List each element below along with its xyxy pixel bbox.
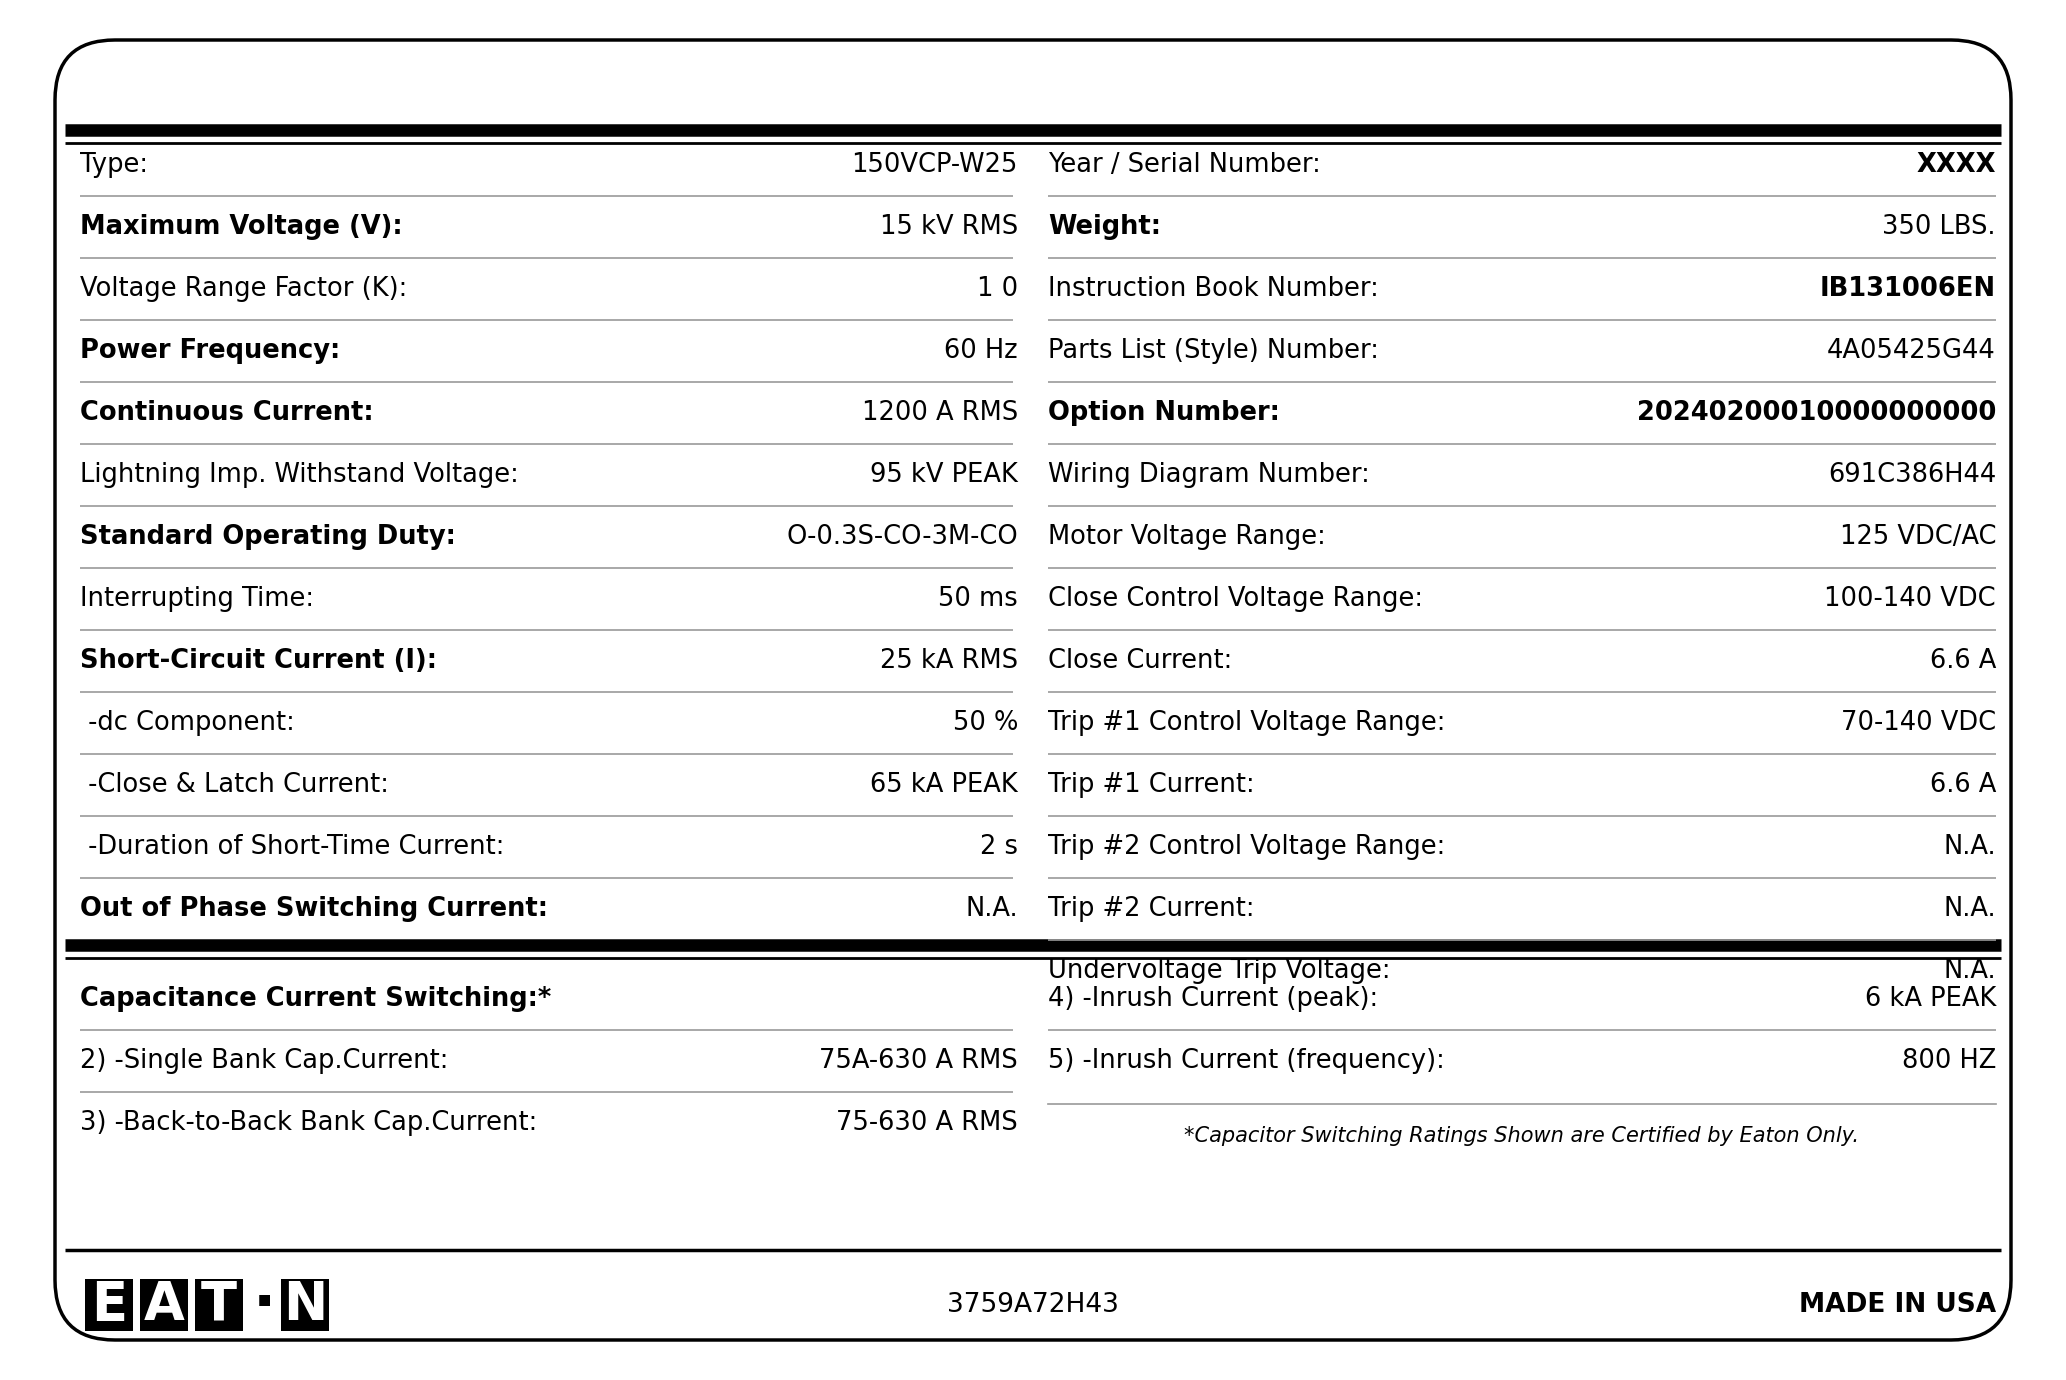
Text: ·: · <box>252 1275 275 1334</box>
Text: Voltage Range Factor (K):: Voltage Range Factor (K): <box>81 276 407 302</box>
Text: 2) -Single Bank Cap.Current:: 2) -Single Bank Cap.Current: <box>81 1047 448 1074</box>
Text: T: T <box>200 1279 238 1330</box>
FancyBboxPatch shape <box>85 1279 132 1330</box>
Text: Trip #2 Control Voltage Range:: Trip #2 Control Voltage Range: <box>1047 834 1446 860</box>
Text: Trip #1 Control Voltage Range:: Trip #1 Control Voltage Range: <box>1047 709 1446 736</box>
Text: 6 kA PEAK: 6 kA PEAK <box>1866 985 1996 1012</box>
Text: 70-140 VDC: 70-140 VDC <box>1841 709 1996 736</box>
Text: 75A-630 A RMS: 75A-630 A RMS <box>820 1047 1019 1074</box>
Text: 1 0: 1 0 <box>977 276 1019 302</box>
Text: Weight:: Weight: <box>1047 214 1161 240</box>
Text: -Close & Latch Current:: -Close & Latch Current: <box>81 771 388 798</box>
Text: 50 %: 50 % <box>952 709 1019 736</box>
Text: Standard Operating Duty:: Standard Operating Duty: <box>81 524 457 551</box>
Text: 1200 A RMS: 1200 A RMS <box>862 400 1019 426</box>
Text: Option Number:: Option Number: <box>1047 400 1279 426</box>
Text: 3) -Back-to-Back Bank Cap.Current:: 3) -Back-to-Back Bank Cap.Current: <box>81 1110 537 1136</box>
Text: N.A.: N.A. <box>1944 834 1996 860</box>
Text: 25 kA RMS: 25 kA RMS <box>880 649 1019 673</box>
Text: Trip #2 Current:: Trip #2 Current: <box>1047 896 1254 922</box>
Text: Parts List (Style) Number:: Parts List (Style) Number: <box>1047 338 1378 364</box>
Text: XXXX: XXXX <box>1917 152 1996 178</box>
Text: Maximum Voltage (V):: Maximum Voltage (V): <box>81 214 403 240</box>
Text: 2 s: 2 s <box>979 834 1019 860</box>
Text: Trip #1 Current:: Trip #1 Current: <box>1047 771 1254 798</box>
Text: Wiring Diagram Number:: Wiring Diagram Number: <box>1047 462 1370 489</box>
Text: Undervoltage Trip Voltage:: Undervoltage Trip Voltage: <box>1047 958 1390 984</box>
Text: 20240200010000000000: 20240200010000000000 <box>1636 400 1996 426</box>
Text: 5) -Inrush Current (frequency):: 5) -Inrush Current (frequency): <box>1047 1047 1444 1074</box>
Text: Close Control Voltage Range:: Close Control Voltage Range: <box>1047 586 1423 611</box>
Text: Short-Circuit Current (I):: Short-Circuit Current (I): <box>81 649 438 673</box>
Text: Type:: Type: <box>81 152 149 178</box>
FancyBboxPatch shape <box>281 1279 328 1330</box>
Text: 95 kV PEAK: 95 kV PEAK <box>870 462 1019 489</box>
Text: 691C386H44: 691C386H44 <box>1828 462 1996 489</box>
Text: A: A <box>143 1279 184 1330</box>
Text: 4) -Inrush Current (peak):: 4) -Inrush Current (peak): <box>1047 985 1378 1012</box>
Text: 6.6 A: 6.6 A <box>1930 771 1996 798</box>
Text: Interrupting Time:: Interrupting Time: <box>81 586 314 611</box>
Text: 6.6 A: 6.6 A <box>1930 649 1996 673</box>
Text: 15 kV RMS: 15 kV RMS <box>880 214 1019 240</box>
Text: N.A.: N.A. <box>1944 958 1996 984</box>
Text: Motor Voltage Range:: Motor Voltage Range: <box>1047 524 1326 551</box>
Text: N: N <box>283 1279 326 1330</box>
Text: 50 ms: 50 ms <box>938 586 1019 611</box>
Text: 3759A72H43: 3759A72H43 <box>946 1292 1120 1318</box>
Text: O-0.3S-CO-3M-CO: O-0.3S-CO-3M-CO <box>787 524 1019 551</box>
Text: Year / Serial Number:: Year / Serial Number: <box>1047 152 1320 178</box>
FancyBboxPatch shape <box>140 1279 188 1330</box>
Text: 150VCP-W25: 150VCP-W25 <box>851 152 1019 178</box>
Text: Out of Phase Switching Current:: Out of Phase Switching Current: <box>81 896 547 922</box>
Text: *Capacitor Switching Ratings Shown are Certified by Eaton Only.: *Capacitor Switching Ratings Shown are C… <box>1184 1126 1859 1147</box>
Text: 65 kA PEAK: 65 kA PEAK <box>870 771 1019 798</box>
FancyBboxPatch shape <box>56 40 2010 1340</box>
Text: -Duration of Short-Time Current:: -Duration of Short-Time Current: <box>81 834 504 860</box>
Text: 100-140 VDC: 100-140 VDC <box>1824 586 1996 611</box>
Text: 60 Hz: 60 Hz <box>944 338 1019 364</box>
Text: 350 LBS.: 350 LBS. <box>1882 214 1996 240</box>
Text: MADE IN USA: MADE IN USA <box>1799 1292 1996 1318</box>
Text: Close Current:: Close Current: <box>1047 649 1231 673</box>
Text: Power Frequency:: Power Frequency: <box>81 338 341 364</box>
FancyBboxPatch shape <box>194 1279 244 1330</box>
Text: 4A05425G44: 4A05425G44 <box>1826 338 1996 364</box>
Text: Continuous Current:: Continuous Current: <box>81 400 374 426</box>
Text: N.A.: N.A. <box>965 896 1019 922</box>
Text: N.A.: N.A. <box>1944 896 1996 922</box>
Text: Lightning Imp. Withstand Voltage:: Lightning Imp. Withstand Voltage: <box>81 462 519 489</box>
Text: 75-630 A RMS: 75-630 A RMS <box>837 1110 1019 1136</box>
Text: 125 VDC/AC: 125 VDC/AC <box>1839 524 1996 551</box>
Text: Capacitance Current Switching:*: Capacitance Current Switching:* <box>81 985 552 1012</box>
Text: IB131006EN: IB131006EN <box>1820 276 1996 302</box>
Text: 800 HZ: 800 HZ <box>1901 1047 1996 1074</box>
Text: -dc Component:: -dc Component: <box>81 709 295 736</box>
Text: Instruction Book Number:: Instruction Book Number: <box>1047 276 1378 302</box>
Text: E: E <box>91 1279 126 1330</box>
